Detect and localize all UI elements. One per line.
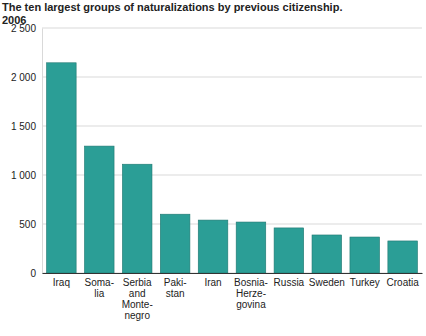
bar	[198, 220, 228, 273]
x-axis-line	[43, 273, 423, 274]
bar	[122, 164, 152, 273]
x-tick-label-line: Monte-	[122, 299, 153, 310]
bar	[350, 237, 380, 273]
x-tick-label-line: Sweden	[309, 277, 345, 288]
y-tick-label: 1 500	[11, 121, 36, 132]
y-tick-label: 2 500	[11, 23, 36, 34]
title: The ten largest groups of naturalization…	[2, 1, 342, 13]
x-tick-label-line: negro	[124, 310, 150, 321]
x-tick: Russia	[274, 273, 305, 288]
x-tick-label-line: Herze-	[236, 288, 266, 299]
x-tick: Paki-stan	[164, 273, 187, 299]
chart: The ten largest groups of naturalization…	[0, 0, 426, 336]
x-tick-label-line: and	[129, 288, 146, 299]
x-tick: Iran	[204, 273, 221, 288]
x-axis: Iraq Soma-lia SerbiaandMonte-negro Paki-sta…	[43, 273, 423, 321]
x-tick-label: Sweden	[309, 277, 345, 288]
y-axis: 0 500 1 000 1 500 2 000 2 500	[11, 23, 43, 279]
y-tick: 1 500	[11, 121, 42, 132]
grid-line	[42, 126, 422, 127]
bar	[274, 228, 304, 273]
bar	[388, 241, 418, 273]
x-tick-label-line: Russia	[274, 277, 305, 288]
grid	[42, 28, 422, 273]
x-tick-label-line: Soma-	[85, 277, 114, 288]
x-tick-label-line: govina	[236, 299, 266, 310]
x-tick: Soma-lia	[85, 273, 114, 299]
x-tick-label-line: Bosnia-	[234, 277, 268, 288]
x-tick-label: Russia	[274, 277, 305, 288]
y-tick-label: 1 000	[11, 170, 36, 181]
x-tick-label: Turkey	[350, 277, 380, 288]
x-tick-label: Bosnia-Herze-govina	[234, 277, 268, 310]
x-tick-label: SerbiaandMonte-negro	[122, 277, 153, 321]
x-tick-label: Croatia	[387, 277, 420, 288]
plot: 0 500 1 000 1 500 2 000 2 500 Iraq Soma-lia Serb…	[11, 23, 423, 321]
x-tick: SerbiaandMonte-negro	[122, 273, 153, 321]
grid-line	[42, 28, 422, 29]
x-tick-label: Soma-lia	[85, 277, 114, 299]
x-tick: Turkey	[350, 273, 380, 288]
x-tick: Bosnia-Herze-govina	[234, 273, 268, 310]
x-tick-label: Iran	[204, 277, 221, 288]
x-tick-label-line: Iraq	[53, 277, 70, 288]
bar	[160, 214, 190, 273]
x-tick-label-line: Turkey	[350, 277, 380, 288]
y-tick: 0	[30, 268, 42, 279]
y-tick: 2 500	[11, 23, 42, 34]
bar	[236, 222, 266, 273]
bar	[47, 63, 77, 273]
y-tick: 1 000	[11, 170, 42, 181]
x-tick-label-line: stan	[166, 288, 185, 299]
x-tick-label-line: Iran	[204, 277, 221, 288]
x-tick-label: Iraq	[53, 277, 70, 288]
y-axis-line	[42, 29, 43, 274]
y-tick: 2 000	[11, 72, 42, 83]
grid-line	[42, 77, 422, 78]
y-tick-label: 0	[30, 268, 36, 279]
y-tick: 500	[19, 219, 42, 230]
bars	[47, 63, 418, 273]
y-tick-label: 500	[19, 219, 36, 230]
y-tick-label: 2 000	[11, 72, 36, 83]
x-tick-label-line: Croatia	[387, 277, 420, 288]
x-tick-label-line: lia	[94, 288, 104, 299]
x-tick-label-line: Serbia	[123, 277, 152, 288]
x-tick-label: Paki-stan	[164, 277, 187, 299]
x-tick: Croatia	[387, 273, 420, 288]
bar	[312, 235, 342, 273]
x-tick-label-line: Paki-	[164, 277, 187, 288]
bar	[84, 146, 114, 273]
x-tick: Iraq	[53, 273, 70, 288]
x-tick: Sweden	[309, 273, 345, 288]
